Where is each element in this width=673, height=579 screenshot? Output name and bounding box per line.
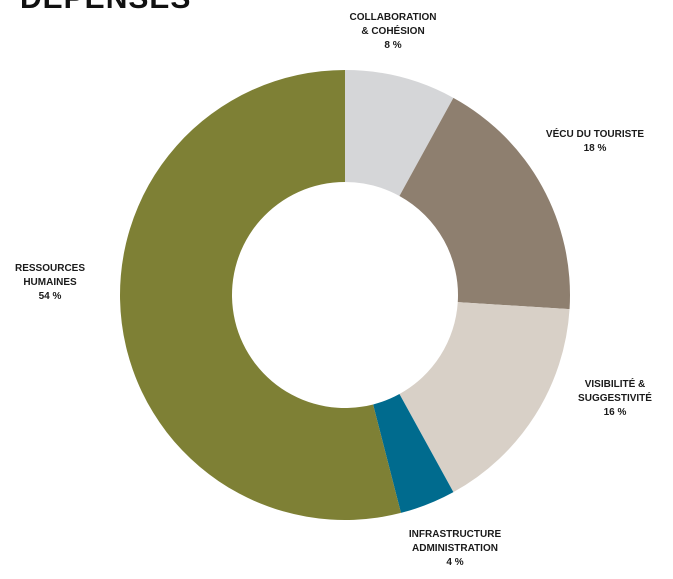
label-vecu: VÉCU DU TOURISTE 18 %	[520, 128, 670, 156]
label-ressources: RESSOURCES HUMAINES 54 %	[0, 262, 100, 304]
label-infrastructure-value: 4 %	[446, 557, 464, 568]
slice-v-cu-du-touriste	[399, 97, 570, 310]
label-vecu-line1: VÉCU DU TOURISTE	[545, 129, 645, 140]
label-collaboration-line2: & COHÉSION	[361, 26, 425, 37]
label-ressources-line2: HUMAINES	[23, 277, 77, 288]
label-ressources-line1: RESSOURCES	[14, 263, 85, 274]
label-collaboration-value: 8 %	[384, 40, 402, 51]
label-visibilite-line1: VISIBILITÉ &	[584, 379, 646, 390]
label-infrastructure-line1: INFRASTRUCTURE	[408, 529, 502, 540]
label-collaboration: COLLABORATION & COHÉSION 8 %	[318, 11, 468, 53]
slice-ressources-humaines	[120, 70, 401, 520]
label-infrastructure: INFRASTRUCTURE ADMINISTRATION 4 %	[380, 528, 530, 570]
label-vecu-value: 18 %	[583, 143, 607, 154]
label-collaboration-line1: COLLABORATION	[349, 12, 437, 23]
chart-title: DÉPENSES	[20, 0, 191, 14]
label-visibilite: VISIBILITÉ & SUGGESTIVITÉ 16 %	[560, 378, 670, 420]
label-visibilite-value: 16 %	[603, 407, 627, 418]
slice-collaboration-coh-sion	[345, 70, 454, 196]
label-infrastructure-line2: ADMINISTRATION	[412, 543, 498, 554]
slice-visibilit-suggestivit	[399, 302, 570, 493]
label-visibilite-line2: SUGGESTIVITÉ	[578, 393, 652, 404]
slice-infrastructure-administration	[373, 394, 454, 513]
label-ressources-value: 54 %	[38, 291, 62, 302]
